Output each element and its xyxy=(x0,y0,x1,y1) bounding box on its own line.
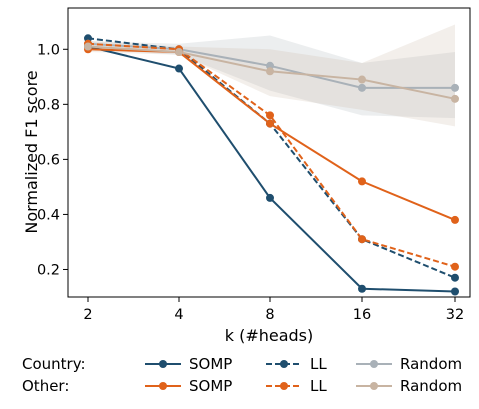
point-other-random xyxy=(358,75,366,84)
point-country-somp xyxy=(358,284,366,293)
point-other-random xyxy=(84,42,92,51)
legend-marker-other-ll xyxy=(280,382,288,390)
legend-label-country-somp: SOMP xyxy=(189,355,232,373)
y-axis-label: Normalized F1 score xyxy=(22,70,41,233)
legend-label-other-ll: LL xyxy=(310,377,327,395)
point-country-somp xyxy=(175,64,183,73)
point-other-ll xyxy=(451,262,459,271)
x-axis-label: k (#heads) xyxy=(225,326,314,345)
x-tick-label: 2 xyxy=(83,307,92,323)
legend-label-country-random: Random xyxy=(400,355,462,373)
point-other-random xyxy=(451,94,459,103)
point-country-somp xyxy=(266,193,274,202)
series-markers xyxy=(84,34,459,296)
x-tick-label: 8 xyxy=(265,307,274,323)
point-other-somp xyxy=(451,215,459,224)
legend-label-other-random: Random xyxy=(400,377,462,395)
point-other-random xyxy=(175,48,183,57)
point-country-somp xyxy=(451,287,459,296)
point-other-somp xyxy=(266,119,274,128)
legend-marker-other-somp xyxy=(159,382,167,390)
x-tick-label: 32 xyxy=(446,307,464,323)
x-tick-label: 4 xyxy=(174,307,183,323)
legend-row-label: Other: xyxy=(22,377,69,395)
y-axis: 0.2 0.4 0.6 0.8 1.0 xyxy=(37,42,68,278)
confidence-bands xyxy=(88,24,455,127)
point-country-random xyxy=(451,83,459,92)
point-country-ll xyxy=(84,34,92,43)
legend-marker-other-random xyxy=(370,382,378,390)
legend-marker-country-random xyxy=(370,360,378,368)
point-other-random xyxy=(266,67,274,76)
x-axis: 2 4 8 16 32 xyxy=(83,297,464,323)
x-tick-label: 16 xyxy=(353,307,371,323)
y-tick-label: 0.4 xyxy=(37,207,60,223)
legend-row-label: Country: xyxy=(22,355,86,373)
legend: Country: SOMP LL Random Other: SOMP LL Random xyxy=(22,355,462,395)
y-tick-label: 0.8 xyxy=(37,97,60,113)
point-other-ll xyxy=(358,235,366,244)
legend-label-other-somp: SOMP xyxy=(189,377,232,395)
point-other-ll xyxy=(266,111,274,120)
point-country-random xyxy=(266,61,274,70)
y-tick-label: 0.2 xyxy=(37,262,60,278)
point-country-random xyxy=(358,83,366,92)
legend-label-country-ll: LL xyxy=(310,355,327,373)
band-country-random xyxy=(88,35,455,119)
point-country-ll xyxy=(451,273,459,282)
legend-marker-country-somp xyxy=(159,360,167,368)
point-other-somp xyxy=(358,177,366,186)
y-tick-label: 0.6 xyxy=(37,152,60,168)
y-tick-label: 1.0 xyxy=(37,42,60,58)
legend-marker-country-ll xyxy=(280,360,288,368)
plot-frame xyxy=(67,7,471,298)
